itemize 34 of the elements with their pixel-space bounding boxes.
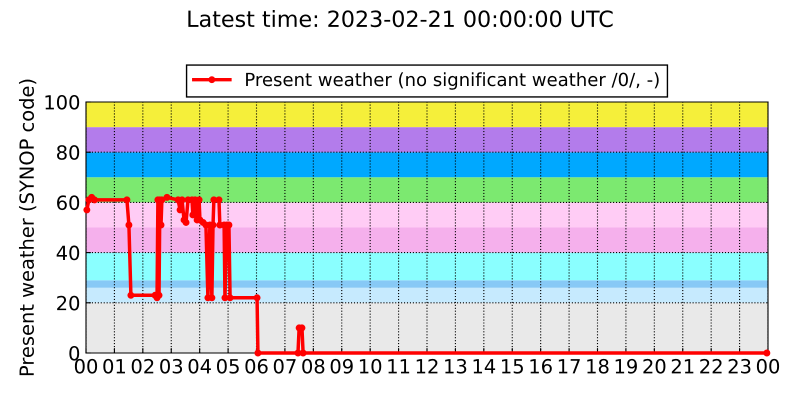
x-tick-label: 11 bbox=[388, 359, 410, 374]
x-tick-label: 09 bbox=[330, 358, 353, 374]
x-tick-label: 10 bbox=[360, 358, 382, 374]
x-tick-label: 12 bbox=[416, 358, 438, 374]
legend-label: Present weather (no significant weather /0/, -) bbox=[246, 72, 659, 90]
x-tick-label: 20 bbox=[643, 358, 666, 374]
x-tick-label: 04 bbox=[188, 358, 211, 374]
x-tick-label: 00 bbox=[756, 358, 780, 374]
x-tick-label: 06 bbox=[245, 358, 268, 374]
x-tick-label: 21 bbox=[672, 358, 694, 374]
y-tick-label: 40 bbox=[56, 246, 80, 260]
x-tick-label: 07 bbox=[274, 358, 296, 374]
x-tick-label: 03 bbox=[160, 358, 182, 374]
y-tick-label: 0 bbox=[69, 346, 80, 361]
y-tick-label: 100 bbox=[45, 94, 80, 110]
x-tick-label: 17 bbox=[558, 359, 580, 374]
x-tick-label: 22 bbox=[700, 358, 722, 374]
y-tick-label: 20 bbox=[57, 296, 80, 310]
x-tick-label: 23 bbox=[728, 358, 750, 374]
y-tick-label: 80 bbox=[57, 145, 80, 160]
y-tick-label: 60 bbox=[57, 195, 80, 210]
chart-title: Latest time: 2023-02-21 00:00:00 UTC bbox=[188, 10, 613, 28]
x-tick-label: 15 bbox=[502, 359, 523, 374]
x-tick-label: 02 bbox=[132, 358, 154, 374]
y-axis-title: Present weather (SYNOP code) bbox=[18, 80, 36, 376]
x-tick-label: 14 bbox=[474, 359, 496, 374]
x-tick-label: 18 bbox=[587, 358, 609, 374]
x-tick-label: 13 bbox=[445, 358, 466, 374]
x-tick-label: 16 bbox=[530, 358, 552, 374]
x-tick-label: 00 bbox=[74, 358, 98, 374]
x-tick-label: 19 bbox=[616, 358, 637, 374]
x-tick-label: 05 bbox=[216, 358, 239, 374]
x-tick-label: 01 bbox=[103, 358, 125, 374]
x-tick-label: 08 bbox=[302, 358, 324, 374]
